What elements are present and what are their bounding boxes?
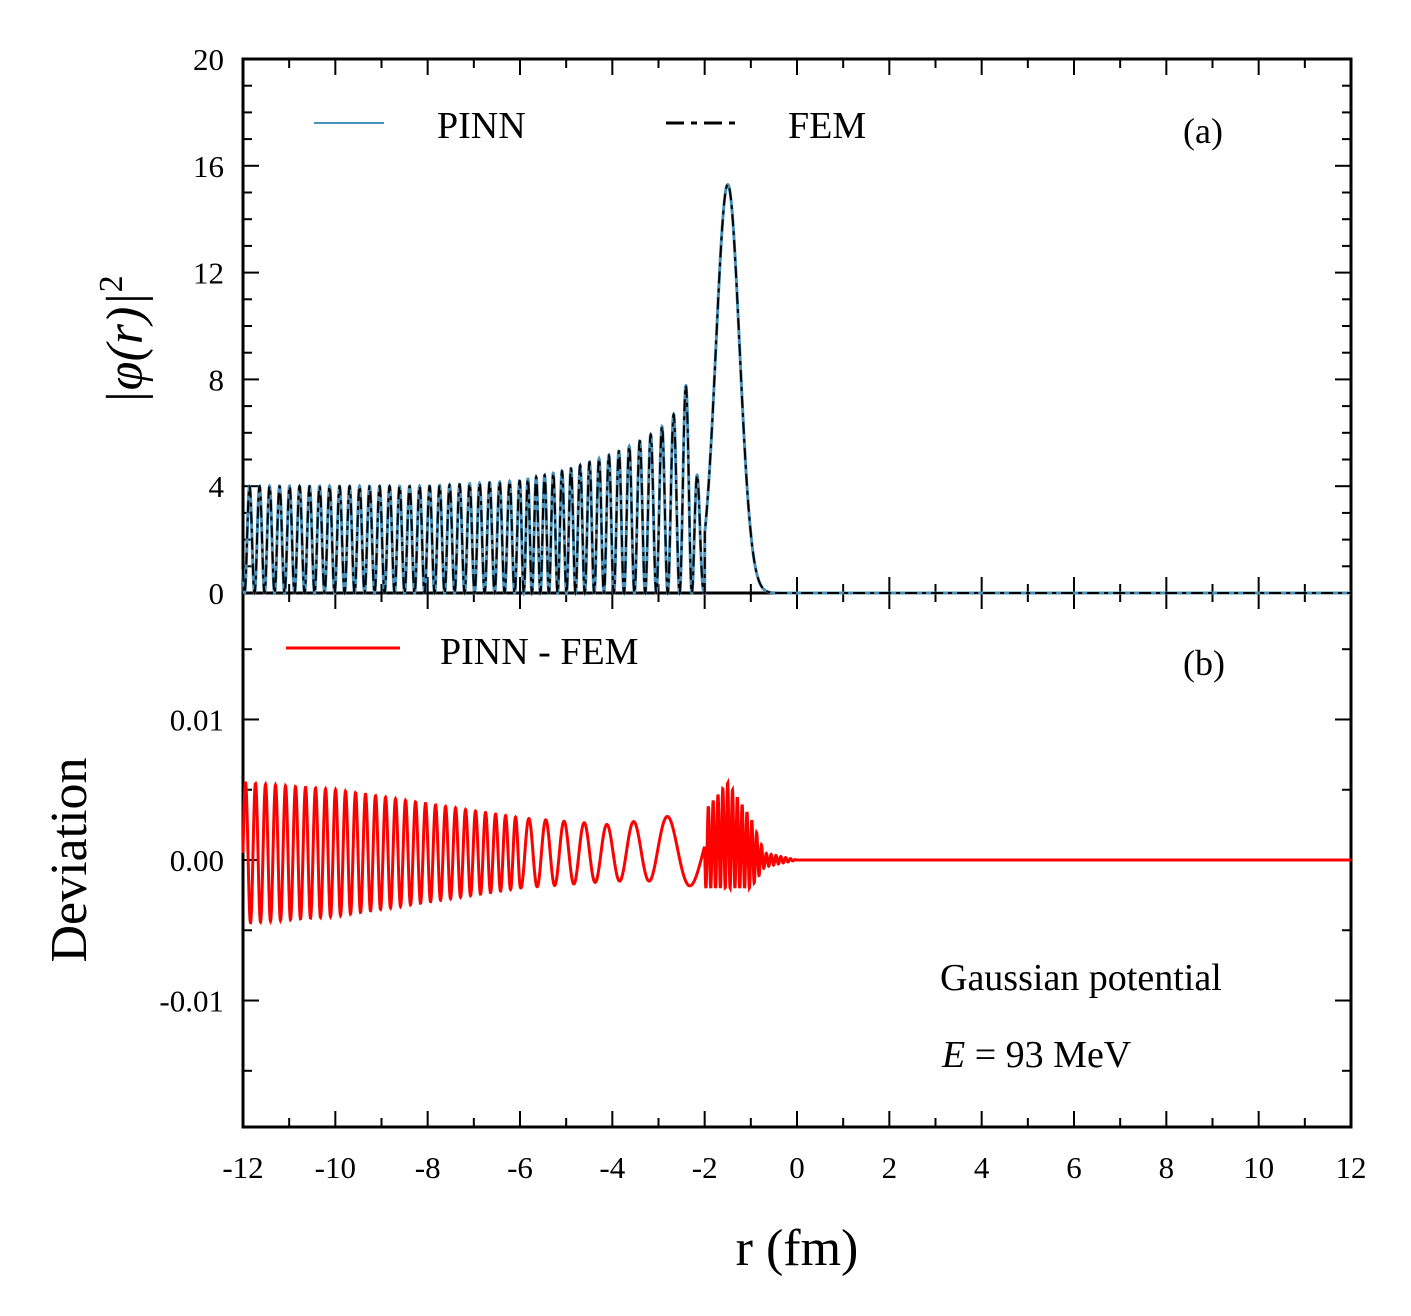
panel-b-ticks: -12 -10 -8 -6 -4 -2 0 2 4 6 8 10 12 -0.01 0.00 0.01 xyxy=(159,593,1367,1185)
y-tick-label-top: 8 xyxy=(209,362,225,397)
y-tick-label-bottom: -0.01 xyxy=(159,984,224,1019)
panel-b-curves xyxy=(241,777,1351,926)
x-tick-label: -8 xyxy=(415,1150,441,1185)
x-tick-label: 12 xyxy=(1336,1150,1367,1185)
x-axis-title: r (fm) xyxy=(736,1220,859,1277)
x-tick-label: -4 xyxy=(599,1150,625,1185)
x-tick-label: -10 xyxy=(315,1150,356,1185)
x-tick-label: -6 xyxy=(507,1150,533,1185)
y-tick-label-top: 16 xyxy=(193,149,224,184)
annotation-energy-value: = 93 MeV xyxy=(965,1034,1132,1076)
series-fem-line xyxy=(242,183,1351,596)
x-tick-label: 6 xyxy=(1066,1150,1082,1185)
x-tick-label: 2 xyxy=(882,1150,898,1185)
y-axis-title-top-sup: 2 xyxy=(93,275,130,292)
x-tick-label: 0 xyxy=(789,1150,805,1185)
panel-a-curves xyxy=(241,182,1351,597)
y-tick-label-top: 4 xyxy=(209,469,225,504)
legend-fem-label: FEM xyxy=(788,105,866,147)
series-deviation-line xyxy=(241,777,1351,926)
annotation-energy-symbol: E xyxy=(941,1034,965,1076)
y-tick-label-bottom: 0.00 xyxy=(170,843,224,878)
legend-diff-label: PINN - FEM xyxy=(440,631,638,673)
x-tick-label: -12 xyxy=(222,1150,263,1185)
y-tick-label-top: 20 xyxy=(193,42,224,77)
series-pinn-line xyxy=(241,182,1351,597)
panel-b-label: (b) xyxy=(1183,643,1225,683)
y-axis-title-top: |φ(r)|2 xyxy=(93,275,154,404)
x-tick-label: 10 xyxy=(1243,1150,1274,1185)
annotation-energy: E = 93 MeV xyxy=(941,1034,1132,1076)
x-tick-label: 8 xyxy=(1159,1150,1175,1185)
annotation-potential: Gaussian potential xyxy=(940,957,1222,999)
legend-pinn-label: PINN xyxy=(437,105,526,147)
panel-a-label: (a) xyxy=(1183,111,1223,151)
y-tick-label-top: 12 xyxy=(193,256,224,291)
y-axis-title-bottom: Deviation xyxy=(41,757,98,962)
y-tick-label-bottom: 0.01 xyxy=(170,702,224,737)
x-tick-label: 4 xyxy=(974,1150,990,1185)
x-tick-label: -2 xyxy=(692,1150,718,1185)
y-tick-label-top: 0 xyxy=(209,576,225,611)
y-axis-title-top-main: |φ(r)| xyxy=(97,292,154,404)
